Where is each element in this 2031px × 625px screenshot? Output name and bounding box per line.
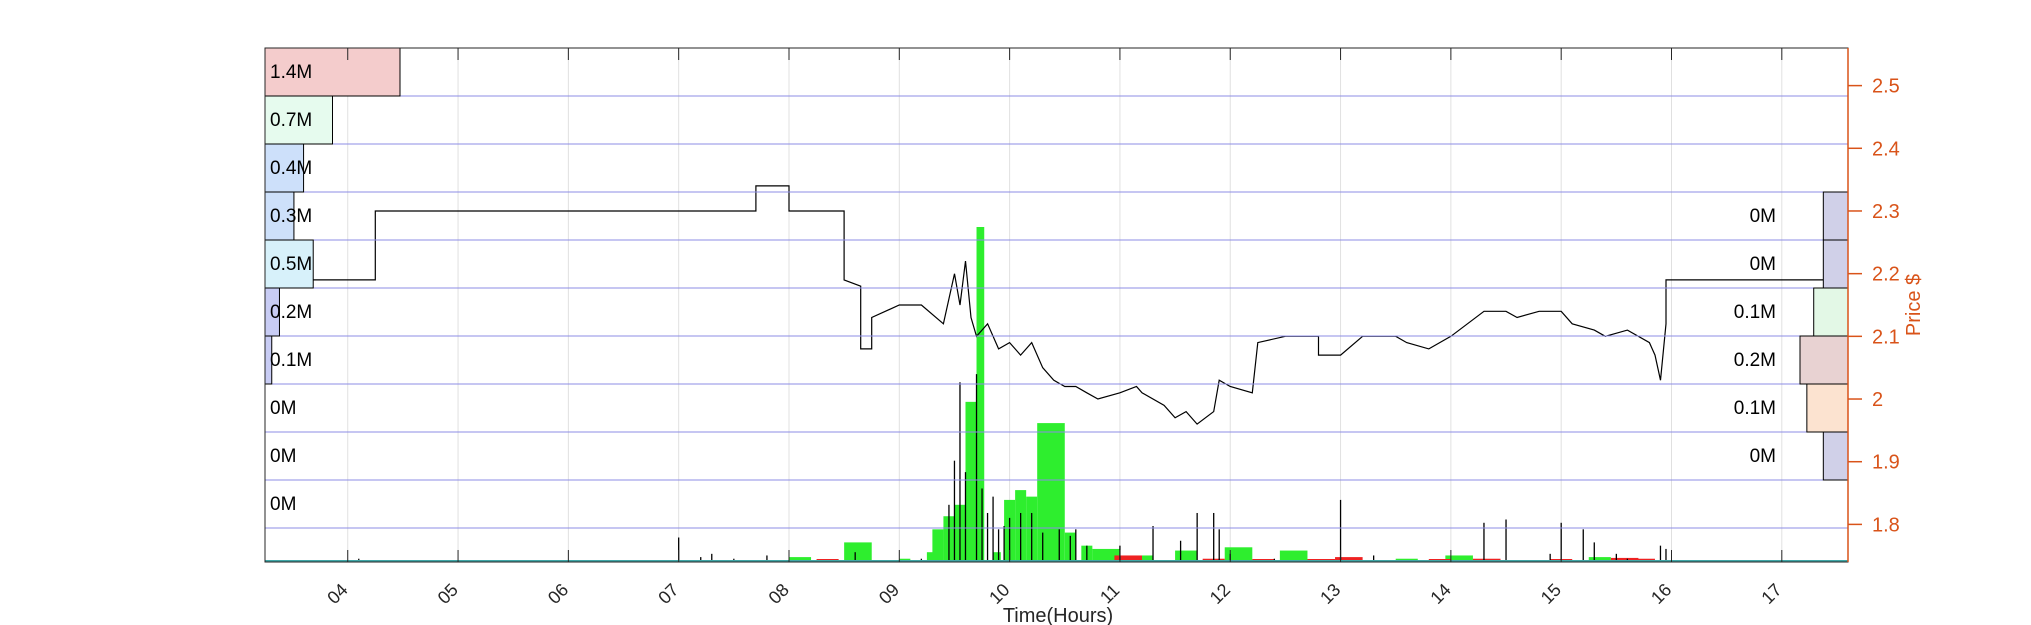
right-y-axis-title: Price $	[1903, 274, 1925, 336]
buy-volume-bar	[976, 227, 985, 562]
volume-profile-right: 0M 0M 0.1M 0.2M 0.1M 0M	[1734, 191, 1849, 481]
profile-bar-left	[264, 47, 401, 97]
volume-bars	[358, 227, 1667, 562]
y-tick-label: 1.9	[1872, 452, 1900, 474]
sell-volume-bar	[1114, 555, 1142, 562]
buy-volume-bar	[965, 401, 977, 562]
profile-label-left: 0M	[270, 494, 296, 515]
profile-label-right: 0M	[1750, 254, 1776, 275]
profile-bar-left	[264, 239, 314, 289]
x-tick-label: 15	[1537, 580, 1565, 608]
x-tick-label: 04	[323, 580, 351, 608]
x-tick-label: 17	[1757, 580, 1785, 608]
x-axis-title: Time(Hours)	[1003, 605, 1113, 625]
buy-volume-bar	[1588, 557, 1611, 562]
x-tick-label: 11	[1096, 580, 1123, 607]
profile-bar-right	[1813, 287, 1849, 337]
y-tick-label: 2.1	[1872, 326, 1900, 348]
profile-label-right: 0M	[1750, 446, 1776, 467]
profile-bar-left	[264, 191, 295, 241]
profile-label-right: 0.1M	[1734, 302, 1776, 323]
y-tick-label: 2.4	[1872, 138, 1900, 160]
profile-bar-right	[1822, 239, 1849, 289]
profile-bar-left	[264, 95, 333, 145]
y-tick-label: 1.8	[1872, 514, 1900, 536]
profile-label-right: 0M	[1750, 206, 1776, 227]
profile-bar-right	[1822, 431, 1849, 481]
buy-volume-bar	[932, 529, 944, 562]
buy-volume-bar	[1092, 548, 1120, 562]
y-tick-label: 2.5	[1872, 76, 1900, 98]
profile-label-left: 0.3M	[270, 206, 312, 227]
y-tick-label: 2	[1872, 389, 1883, 411]
profile-label-left: 0.4M	[270, 158, 312, 179]
x-tick-label: 16	[1647, 580, 1675, 608]
profile-bar-right	[1799, 335, 1849, 385]
x-tick-label: 05	[434, 580, 462, 608]
price-series-line	[265, 185, 1848, 425]
grid-lines	[347, 48, 1783, 562]
x-tick-label: 06	[544, 580, 572, 608]
x-tick-label: 10	[985, 580, 1013, 608]
x-tick-label: 13	[1316, 580, 1344, 608]
profile-label-left: 0.1M	[270, 350, 312, 371]
buy-volume-bar	[788, 557, 812, 562]
profile-label-left: 0.5M	[270, 254, 312, 275]
price-line	[265, 185, 1848, 425]
buy-volume-bar	[1175, 550, 1198, 562]
sell-volume-bar	[1335, 557, 1363, 562]
buy-volume-bar	[1279, 550, 1308, 562]
buy-volume-bar	[993, 552, 1001, 562]
buy-volume-bar	[844, 542, 872, 562]
y-tick-label: 2.2	[1872, 264, 1900, 286]
x-tick-label: 08	[765, 580, 793, 608]
sell-volume-bar	[1610, 557, 1639, 562]
profile-bar-right	[1822, 191, 1849, 241]
profile-label-left: 1.4M	[270, 62, 312, 83]
buy-volume-bar	[1224, 547, 1253, 562]
buy-volume-bar	[1445, 555, 1473, 562]
right-y-axis-ticks: 1.8 1.9 2 2.1 2.2 2.3 2.4 2.5	[1847, 48, 1900, 562]
profile-label-left: 0M	[270, 398, 296, 419]
volume-profile-left: 1.4M 0.7M 0.4M 0.3M 0.5M 0.2M 0.1M 0M 0M 0M	[264, 47, 401, 515]
x-tick-label: 14	[1426, 580, 1454, 608]
profile-label-left: 0.7M	[270, 110, 312, 131]
x-tick-label: 07	[654, 580, 682, 608]
profile-label-left: 0.2M	[270, 302, 312, 323]
x-tick-label: 12	[1206, 580, 1234, 608]
profile-label-left: 0M	[270, 446, 296, 467]
profile-label-right: 0.1M	[1734, 398, 1776, 419]
profile-label-right: 0.2M	[1734, 350, 1776, 371]
profile-bar-right	[1806, 383, 1849, 433]
y-tick-label: 2.3	[1872, 201, 1900, 223]
buy-volume-bar	[1037, 423, 1065, 562]
x-tick-label: 09	[875, 580, 903, 608]
buy-volume-bar	[1141, 555, 1154, 562]
